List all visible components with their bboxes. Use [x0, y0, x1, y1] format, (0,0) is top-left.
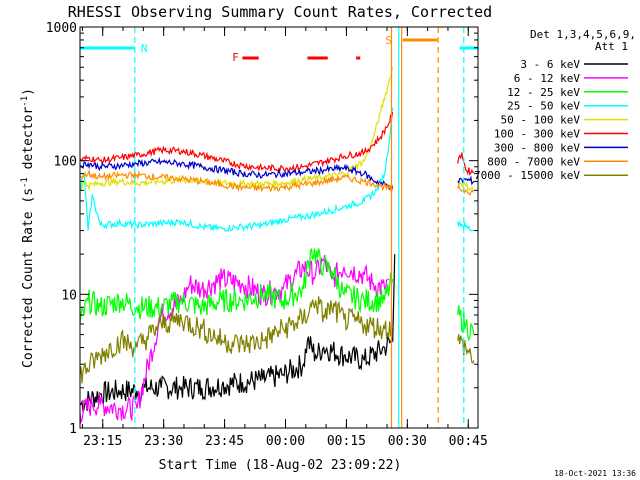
series-line — [457, 334, 475, 364]
series-line — [79, 254, 396, 413]
legend-label: 300 - 800 keV — [494, 141, 580, 154]
legend-label: 50 - 100 keV — [501, 114, 581, 127]
plot-frame — [79, 26, 479, 429]
generation-timestamp: 18-Oct-2021 13:36 — [554, 469, 636, 478]
x-tick-label: 00:30 — [388, 434, 427, 449]
series-7 — [79, 168, 475, 196]
y-axis-label-mid: detector — [21, 107, 36, 178]
series-line — [79, 67, 394, 192]
series-line — [457, 152, 475, 176]
x-tick-label: 23:45 — [205, 434, 244, 449]
y-axis-label-sup1: -1 — [20, 177, 30, 188]
series-0 — [79, 254, 396, 413]
series-3 — [79, 107, 475, 233]
legend-label: 25 - 50 keV — [507, 100, 580, 113]
series-line — [79, 156, 394, 191]
series-line — [79, 296, 394, 384]
x-tick-label: 00:45 — [449, 434, 488, 449]
series-line — [457, 179, 475, 192]
saa-label: S — [385, 34, 392, 47]
legend-label: 6 - 12 keV — [514, 72, 581, 85]
series-line — [79, 168, 394, 193]
x-tick-label: 00:00 — [266, 434, 305, 449]
y-tick-label: 1 — [69, 422, 77, 437]
series-5 — [79, 112, 475, 176]
x-tick-label: 00:15 — [327, 434, 366, 449]
series-2 — [79, 248, 475, 342]
series-line — [457, 305, 475, 342]
legend-header-line2: Att 1 — [595, 40, 628, 53]
legend-label: 100 - 300 keV — [494, 128, 580, 141]
night-label: N — [141, 42, 148, 55]
legend-header-line1: Det 1,3,4,5,6,9, — [530, 28, 636, 41]
y-tick-label: 100 — [54, 155, 77, 170]
series-line — [457, 220, 475, 232]
series-line — [457, 183, 475, 196]
y-tick-label: 1000 — [46, 21, 77, 36]
x-axis-label: Start Time (18-Aug-02 23:09:22) — [159, 458, 402, 473]
x-tick-label: 23:15 — [83, 434, 122, 449]
flare-label: F — [232, 51, 239, 64]
series-line — [79, 112, 394, 173]
legend-label: 3 - 6 keV — [520, 58, 580, 71]
series-8 — [79, 296, 475, 384]
y-axis-label: Corrected Count Rate (s-1 detector-1) — [20, 88, 36, 368]
series-line — [457, 175, 475, 186]
legend-label: 12 - 25 keV — [507, 86, 580, 99]
legend-label: 800 - 7000 keV — [487, 155, 580, 168]
y-axis-label-main: Corrected Count Rate (s — [21, 188, 36, 368]
y-axis-label-end: ) — [21, 88, 36, 96]
legend-label: 7000 - 15000 keV — [474, 169, 580, 182]
y-tick-label: 10 — [61, 288, 77, 303]
series-line — [79, 248, 394, 325]
series-6 — [79, 156, 475, 191]
y-axis-label-sup2: -1 — [20, 96, 30, 107]
chart-title: RHESSI Observing Summary Count Rates, Co… — [68, 3, 492, 21]
x-tick-label: 23:30 — [144, 434, 183, 449]
series-line — [79, 107, 394, 233]
